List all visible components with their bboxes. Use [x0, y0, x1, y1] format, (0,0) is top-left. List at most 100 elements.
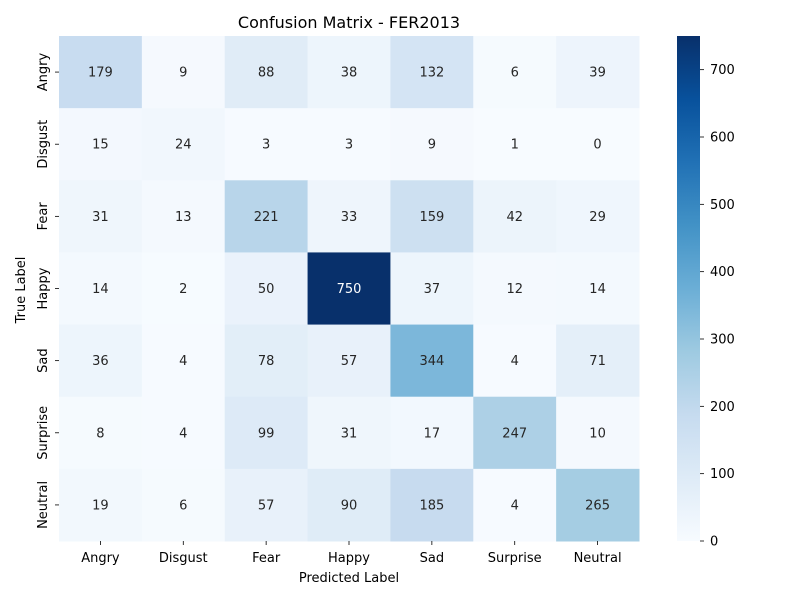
cell-value-label: 13	[175, 210, 192, 225]
cell-value-label: 185	[419, 498, 444, 513]
cell-value-label: 2	[179, 282, 187, 297]
colorbar-tick-label: 700	[710, 63, 735, 78]
heatmap-cell	[473, 324, 557, 398]
colorbar-tick-label: 300	[710, 333, 735, 348]
heatmap-cell	[224, 36, 309, 109]
heatmap-cell	[141, 468, 226, 542]
heatmap-cell	[141, 36, 226, 109]
heatmap-cell	[473, 396, 557, 470]
cell-value-label: 4	[511, 354, 519, 369]
cell-value-label: 99	[258, 426, 275, 441]
heatmap-cell	[556, 108, 640, 181]
cell-value-label: 179	[88, 66, 113, 81]
cell-value-label: 29	[589, 210, 606, 225]
y-axis-ticks: Angry Disgust Fear Happy Sad Surprise Neutral	[36, 53, 59, 529]
cell-value-label: 36	[92, 354, 109, 369]
colorbar	[677, 36, 700, 541]
heatmap-cell	[390, 252, 474, 326]
heatmap-cell	[307, 36, 391, 109]
y-tick-label: Fear	[36, 202, 51, 231]
cell-value-label: 15	[92, 138, 109, 153]
heatmap-cell	[556, 36, 640, 109]
heatmap-cell	[307, 396, 391, 470]
cell-value-label: 42	[506, 210, 523, 225]
cell-value-label: 38	[341, 66, 358, 81]
colorbar-ticks: 0 100 200 300 400 500 600 700	[700, 63, 735, 550]
heatmap-cell	[224, 180, 309, 253]
cell-value-label: 71	[589, 354, 606, 369]
y-tick-label: Surprise	[36, 406, 51, 460]
cell-value-label: 37	[424, 282, 441, 297]
heatmap-cell	[141, 324, 226, 398]
y-tick-label: Happy	[36, 267, 51, 309]
y-tick-label: Neutral	[36, 481, 51, 529]
cell-value-label: 19	[92, 498, 109, 513]
cell-value-label: 6	[179, 498, 187, 513]
heatmap-cell	[390, 396, 474, 470]
heatmap-cell	[556, 180, 640, 253]
x-tick-label: Sad	[420, 551, 444, 566]
colorbar-tick-label: 400	[710, 265, 735, 280]
x-axis-label: Predicted Label	[299, 571, 399, 586]
colorbar-tick-label: 600	[710, 131, 735, 146]
cell-value-label: 14	[92, 282, 109, 297]
heatmap-cell	[59, 468, 143, 542]
cell-value-label: 88	[258, 66, 275, 81]
heatmap-cell	[556, 252, 640, 326]
cell-value-label: 1	[511, 138, 519, 153]
cell-value-label: 57	[258, 498, 275, 513]
heatmap-cell	[390, 468, 474, 542]
heatmap-cell	[307, 468, 391, 542]
heatmap-cell	[224, 252, 309, 326]
cell-value-label: 39	[589, 66, 606, 81]
cell-value-label: 24	[175, 138, 192, 153]
cell-value-label: 90	[341, 498, 358, 513]
cell-value-label: 344	[419, 354, 444, 369]
heatmap-cell	[307, 108, 391, 181]
heatmap-cell	[59, 108, 143, 181]
x-tick-label: Angry	[81, 551, 120, 566]
cell-value-label: 31	[92, 210, 109, 225]
cell-value-label: 9	[428, 138, 436, 153]
heatmap-cell	[473, 36, 557, 109]
heatmap-cell	[59, 180, 143, 253]
cell-value-label: 4	[179, 426, 187, 441]
chart-title: Confusion Matrix - FER2013	[238, 13, 460, 32]
cell-value-label: 6	[511, 66, 519, 81]
cell-value-label: 57	[341, 354, 358, 369]
heatmap-cell	[307, 180, 391, 253]
heatmap-cell	[473, 108, 557, 181]
cell-value-label: 50	[258, 282, 275, 297]
heatmap-cell	[224, 108, 309, 181]
heatmap-cell	[473, 468, 557, 542]
cell-value-label: 0	[593, 138, 601, 153]
heatmap-cell	[141, 180, 226, 253]
heatmap-cell	[556, 396, 640, 470]
heatmap-cell	[307, 252, 391, 326]
cell-value-label: 4	[179, 354, 187, 369]
heatmap-cell	[307, 324, 391, 398]
heatmap-cell	[141, 108, 226, 181]
heatmap-cell	[59, 396, 143, 470]
colorbar-tick-label: 100	[710, 467, 735, 482]
y-tick-label: Sad	[36, 348, 51, 372]
cell-value-label: 17	[424, 426, 441, 441]
cell-value-label: 31	[341, 426, 358, 441]
x-axis-ticks: Angry Disgust Fear Happy Sad Surprise Neutral	[81, 541, 622, 566]
cell-value-label: 3	[262, 138, 270, 153]
heatmap-cell	[556, 468, 640, 542]
heatmap-cell	[390, 108, 474, 181]
cell-value-label: 159	[419, 210, 444, 225]
colorbar-tick-label: 200	[710, 400, 735, 415]
cell-value-label: 12	[506, 282, 523, 297]
heatmap-cell	[556, 324, 640, 398]
x-tick-label: Fear	[252, 551, 281, 566]
y-tick-label: Disgust	[36, 120, 51, 169]
heatmap-cell	[390, 180, 474, 253]
cell-value-label: 78	[258, 354, 275, 369]
cell-value-label: 247	[502, 426, 527, 441]
heatmap-cell	[59, 252, 143, 326]
heatmap-cell	[59, 36, 143, 109]
cell-value-label: 221	[254, 210, 279, 225]
